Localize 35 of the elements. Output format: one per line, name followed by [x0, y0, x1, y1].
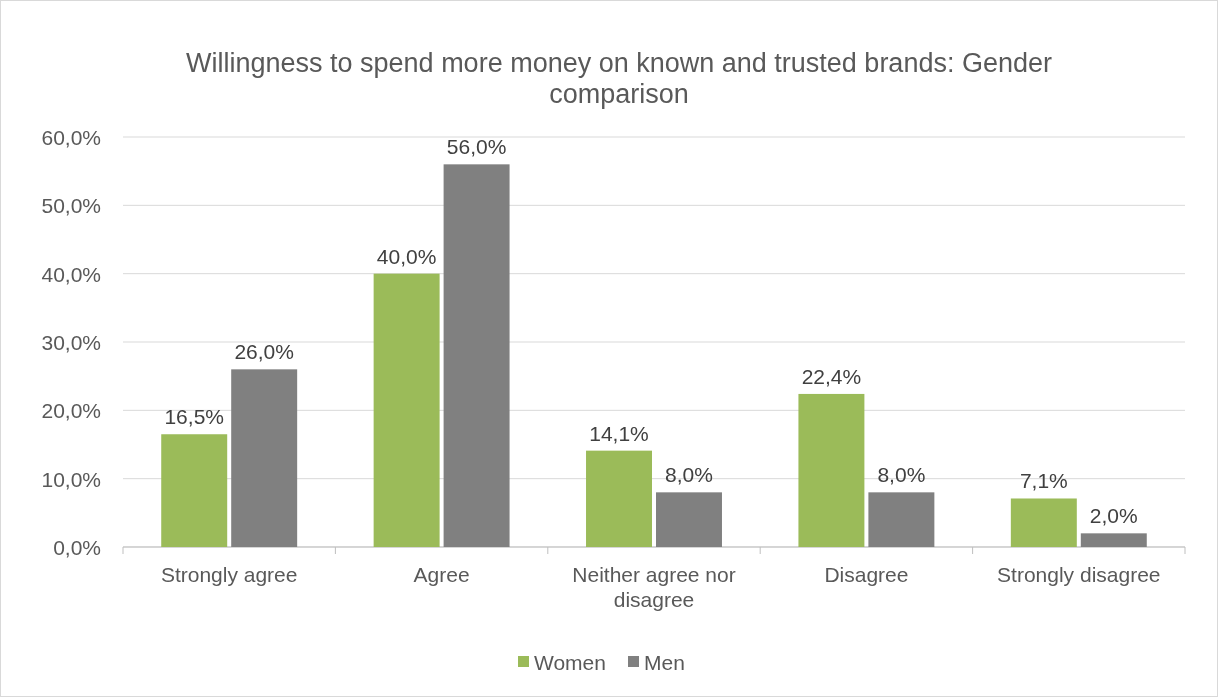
data-label: 14,1% — [589, 421, 649, 445]
bar — [161, 434, 228, 547]
y-tick-label: 10,0% — [41, 467, 101, 491]
data-label: 7,1% — [1019, 469, 1068, 493]
x-tick-label: Strongly disagree — [997, 563, 1161, 586]
x-tick-label: Neither agree nor disagree — [572, 563, 736, 611]
bar — [656, 492, 722, 547]
data-label: 56,0% — [446, 135, 507, 159]
bar — [373, 273, 440, 547]
y-tick-label: 30,0% — [41, 331, 101, 354]
bar — [586, 450, 652, 547]
bar — [443, 164, 510, 547]
legend-label: Men — [644, 651, 685, 674]
x-tick-label: Agree — [413, 563, 470, 586]
y-tick-label: 60,0% — [41, 126, 101, 149]
bar — [231, 369, 298, 547]
chart-title: Willingness to spend more money on known and trusted brands: Gender comparison — [186, 48, 1052, 109]
y-tick-label: 50,0% — [41, 194, 101, 218]
legend-label: Women — [534, 651, 606, 674]
bar — [798, 393, 865, 547]
x-tick-label: Disagree — [824, 563, 909, 586]
y-tick-label: 40,0% — [41, 262, 101, 286]
y-tick-label: 0,0% — [53, 536, 101, 559]
data-label: 16,5% — [164, 405, 224, 429]
data-label: 2,0% — [1089, 504, 1138, 528]
data-label: 26,0% — [234, 340, 294, 364]
data-label: 40,0% — [376, 244, 437, 268]
bar — [868, 492, 935, 547]
bar — [1010, 498, 1077, 547]
bar — [1080, 533, 1147, 547]
data-label: 22,4% — [801, 364, 862, 388]
data-label: 8,0% — [877, 463, 926, 487]
data-label: 8,0% — [665, 463, 713, 487]
y-tick-label: 20,0% — [41, 399, 101, 423]
x-tick-label: Strongly agree — [160, 563, 298, 586]
